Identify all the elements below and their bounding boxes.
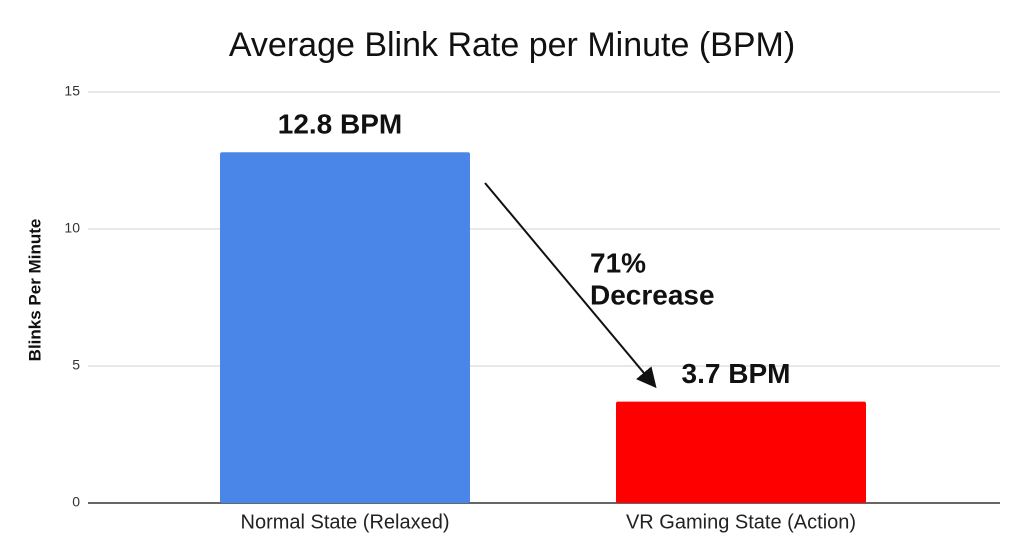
x-tick-label: VR Gaming State (Action) [626, 511, 856, 533]
annotation: 71% [590, 247, 646, 278]
arrow [484, 182, 657, 389]
chart-title: Average Blink Rate per Minute (BPM) [229, 26, 795, 64]
y-tick-label: 5 [72, 357, 80, 373]
value-label: 12.8 BPM [278, 109, 403, 140]
x-tick-label: Normal State (Relaxed) [241, 511, 450, 533]
y-tick-label: 15 [64, 83, 80, 99]
y-tick-label: 10 [64, 220, 80, 236]
y-tick-label: 0 [72, 494, 80, 510]
bar [220, 152, 470, 503]
annotation: Decrease [590, 279, 715, 310]
bar [616, 401, 866, 503]
y-axis-label: Blinks Per Minute [25, 219, 44, 362]
value-label: 3.7 BPM [682, 358, 791, 389]
